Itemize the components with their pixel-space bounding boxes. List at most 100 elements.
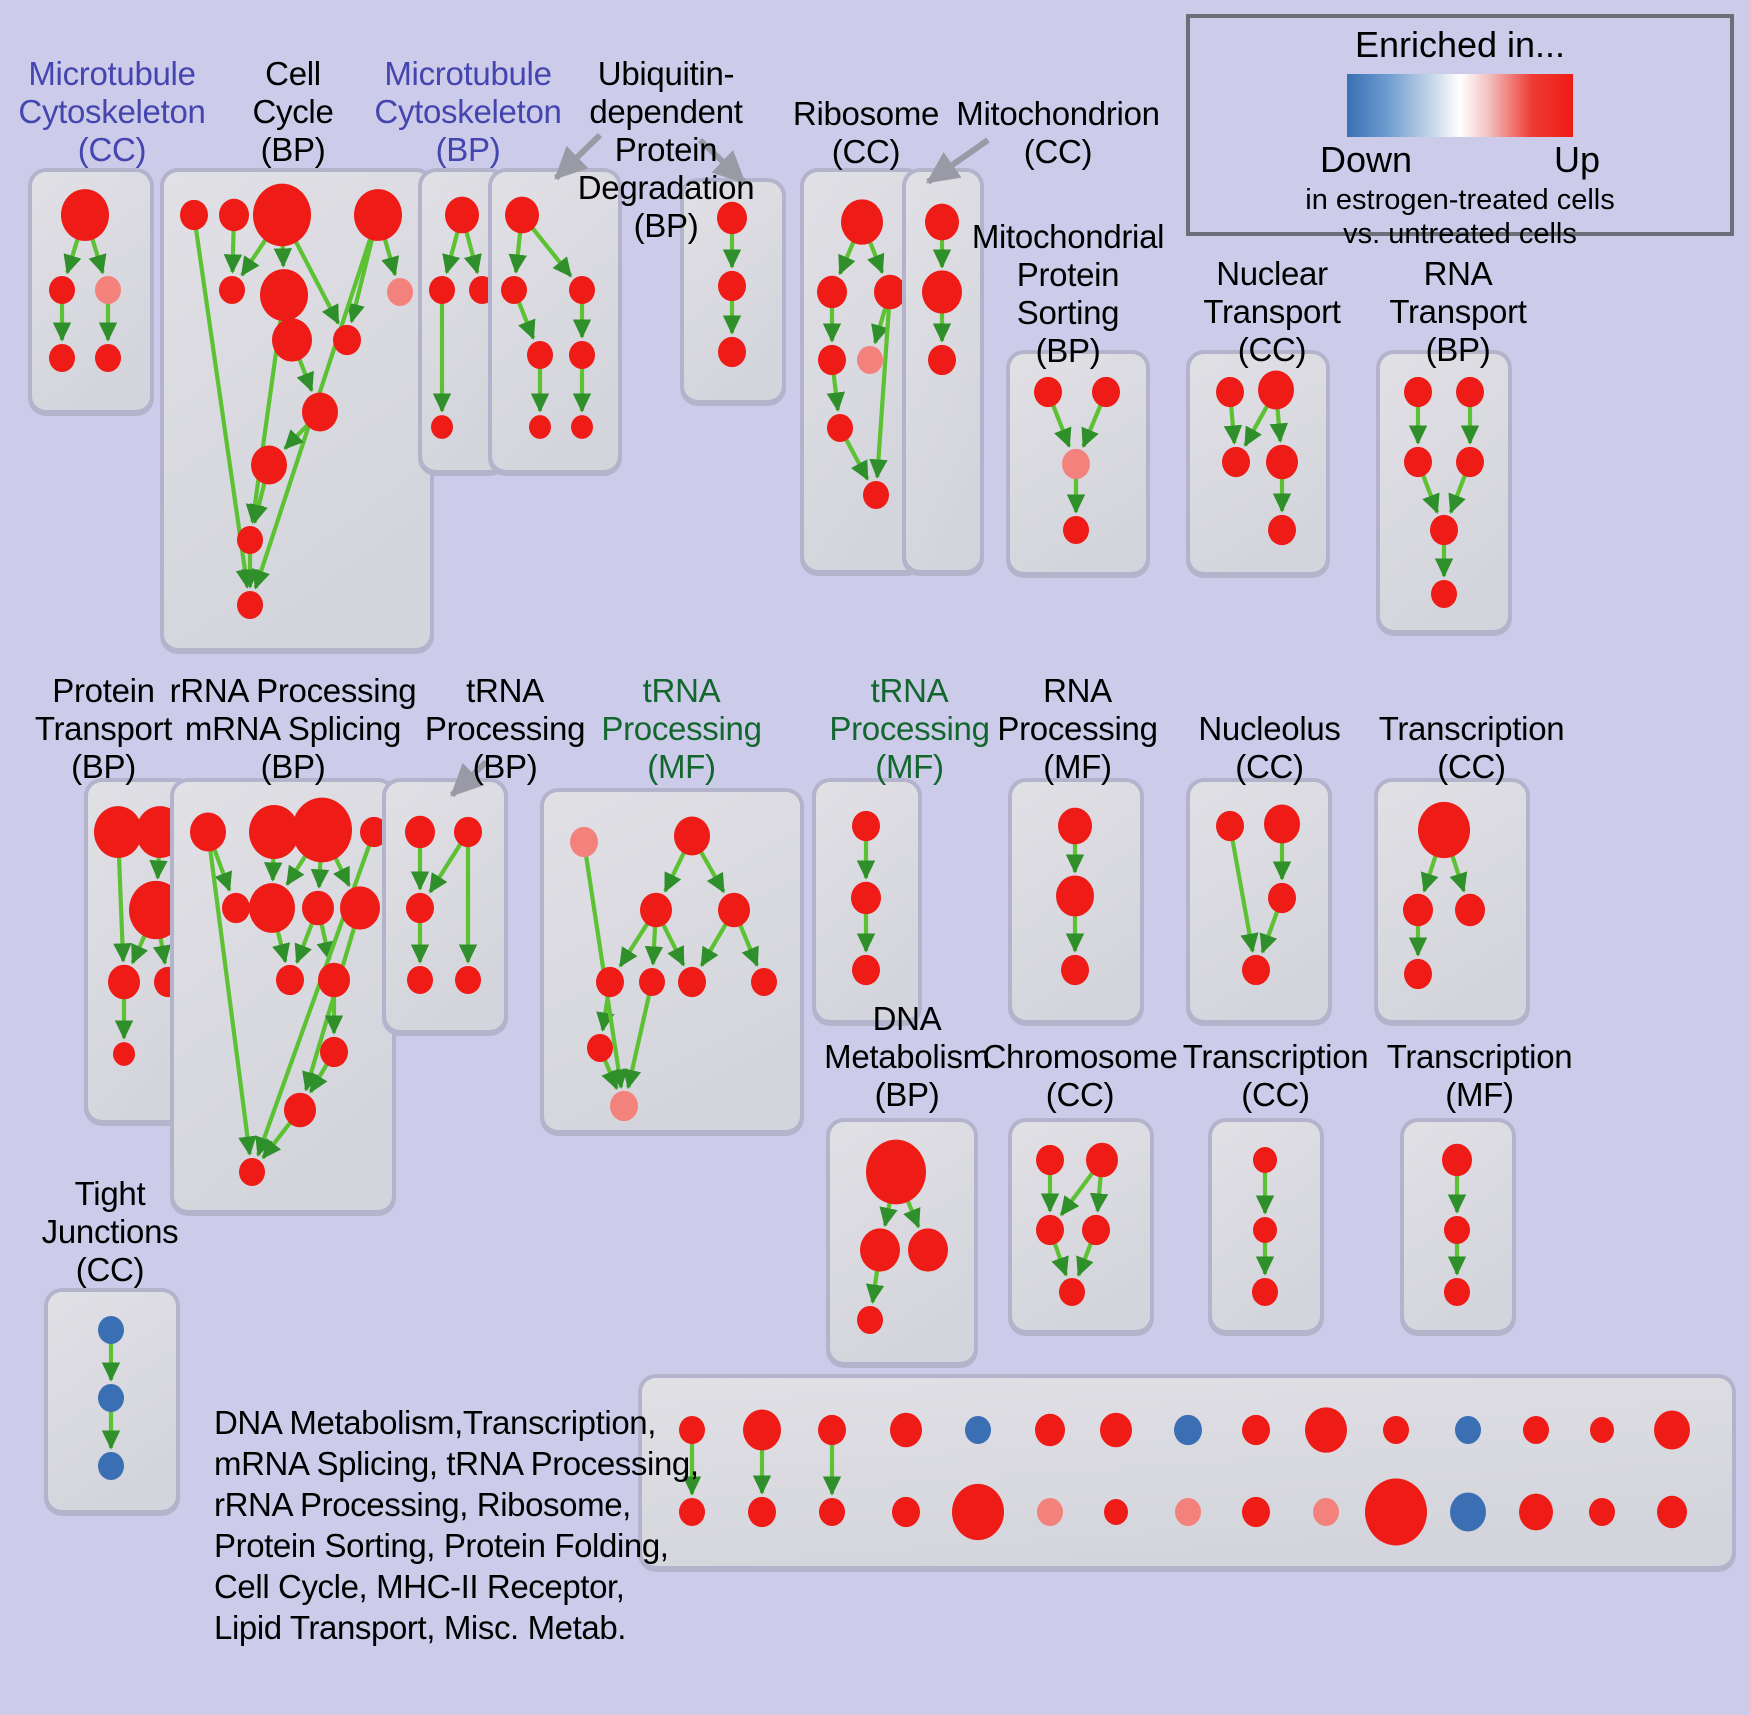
module-node[interactable] — [180, 199, 208, 231]
module-node[interactable] — [454, 816, 482, 848]
module-node[interactable] — [860, 1228, 900, 1272]
module-node[interactable] — [1403, 893, 1433, 927]
module-node[interactable] — [190, 812, 226, 852]
module-node[interactable] — [1383, 1415, 1409, 1445]
module-node[interactable] — [1430, 514, 1458, 546]
module-node[interactable] — [129, 880, 183, 940]
module-node[interactable] — [1431, 579, 1457, 609]
module-node[interactable] — [387, 277, 413, 307]
module-node[interactable] — [113, 1042, 135, 1066]
module-node[interactable] — [1444, 1277, 1470, 1307]
module-node[interactable] — [852, 810, 880, 842]
module-node[interactable] — [333, 324, 361, 356]
module-node[interactable] — [678, 966, 706, 998]
module-node[interactable] — [743, 1409, 781, 1451]
module-node[interactable] — [1258, 370, 1294, 410]
module-node[interactable] — [569, 340, 595, 370]
module-node[interactable] — [827, 413, 853, 443]
module-node[interactable] — [249, 805, 299, 859]
module-node[interactable] — [529, 415, 551, 439]
module-node[interactable] — [679, 1415, 705, 1445]
module-node[interactable] — [455, 965, 481, 995]
module-node[interactable] — [237, 590, 263, 620]
module-node[interactable] — [1456, 376, 1484, 408]
module-node[interactable] — [1061, 954, 1089, 986]
module-node[interactable] — [505, 196, 539, 234]
module-node[interactable] — [1404, 446, 1432, 478]
module-node[interactable] — [1253, 1147, 1277, 1173]
module-node[interactable] — [1242, 1496, 1270, 1528]
module-node[interactable] — [251, 445, 287, 485]
module-node[interactable] — [1305, 1407, 1347, 1453]
module-node[interactable] — [717, 201, 747, 235]
module-node[interactable] — [1268, 514, 1296, 546]
module-node[interactable] — [1253, 1217, 1277, 1243]
module-node[interactable] — [587, 1033, 613, 1063]
module-node[interactable] — [639, 967, 665, 997]
module-node[interactable] — [360, 816, 388, 848]
module-node[interactable] — [249, 883, 295, 933]
module-node[interactable] — [1418, 801, 1470, 859]
module-node[interactable] — [239, 1157, 265, 1187]
module-node[interactable] — [320, 1036, 348, 1068]
module-node[interactable] — [1222, 446, 1250, 478]
module-node[interactable] — [965, 1415, 991, 1445]
module-node[interactable] — [406, 892, 434, 924]
module-node[interactable] — [679, 1497, 705, 1527]
module-node[interactable] — [1657, 1495, 1687, 1529]
module-node[interactable] — [292, 797, 352, 863]
module-node[interactable] — [1092, 376, 1120, 408]
module-node[interactable] — [818, 1414, 846, 1446]
module-node[interactable] — [260, 269, 308, 321]
module-node[interactable] — [1404, 376, 1432, 408]
module-node[interactable] — [1404, 958, 1432, 990]
module-node[interactable] — [1456, 446, 1484, 478]
module-node[interactable] — [570, 826, 598, 858]
module-node[interactable] — [1058, 807, 1092, 845]
module-node[interactable] — [1444, 1215, 1470, 1245]
module-node[interactable] — [49, 343, 75, 373]
module-node[interactable] — [108, 964, 140, 1000]
module-node[interactable] — [610, 1090, 638, 1122]
module-node[interactable] — [751, 967, 777, 997]
module-node[interactable] — [1242, 954, 1270, 986]
module-node[interactable] — [866, 1139, 926, 1205]
module-node[interactable] — [874, 274, 906, 310]
module-node[interactable] — [222, 892, 250, 924]
module-node[interactable] — [1036, 1144, 1064, 1176]
module-node[interactable] — [851, 881, 881, 915]
module-node[interactable] — [445, 196, 479, 234]
module-node[interactable] — [272, 318, 312, 362]
module-node[interactable] — [1266, 444, 1298, 480]
module-node[interactable] — [892, 1496, 920, 1528]
module-node[interactable] — [674, 816, 710, 856]
module-node[interactable] — [1442, 1143, 1472, 1177]
module-node[interactable] — [1252, 1277, 1278, 1307]
module-node[interactable] — [318, 962, 350, 998]
module-node[interactable] — [817, 275, 847, 309]
module-node[interactable] — [1036, 1214, 1064, 1246]
module-node[interactable] — [925, 203, 959, 241]
module-node[interactable] — [857, 345, 883, 375]
module-node[interactable] — [922, 270, 962, 314]
module-node[interactable] — [405, 815, 435, 849]
module-node[interactable] — [94, 806, 142, 858]
module-node[interactable] — [1100, 1412, 1132, 1448]
module-node[interactable] — [276, 964, 304, 996]
module-node[interactable] — [302, 890, 334, 926]
module-node[interactable] — [302, 392, 338, 432]
module-node[interactable] — [219, 275, 245, 305]
module-node[interactable] — [1455, 893, 1485, 927]
module-node[interactable] — [284, 1092, 316, 1128]
module-node[interactable] — [596, 966, 624, 998]
module-node[interactable] — [1216, 810, 1244, 842]
module-node[interactable] — [852, 954, 880, 986]
module-node[interactable] — [219, 198, 249, 232]
module-node[interactable] — [237, 525, 263, 555]
module-node[interactable] — [1035, 1413, 1065, 1447]
module-node[interactable] — [1062, 448, 1090, 480]
module-node[interactable] — [841, 199, 883, 245]
module-node[interactable] — [1175, 1497, 1201, 1527]
module-node[interactable] — [98, 1451, 124, 1481]
module-node[interactable] — [1519, 1493, 1553, 1531]
